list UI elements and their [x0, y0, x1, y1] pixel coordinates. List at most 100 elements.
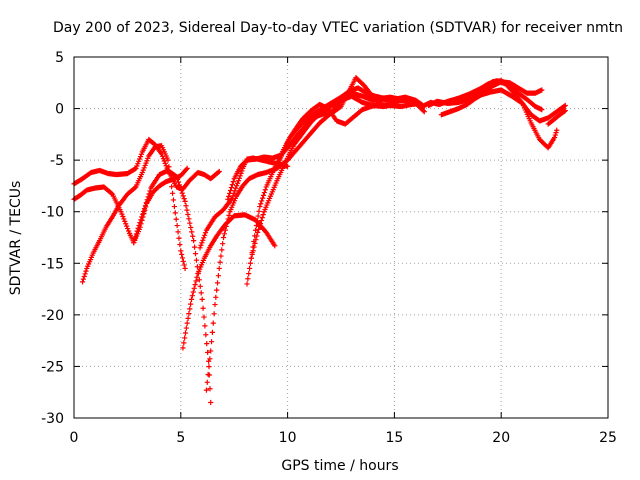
- series-track-2: [71, 165, 190, 246]
- data-point-marker: [140, 211, 146, 217]
- data-point-marker: [184, 165, 190, 171]
- data-point-marker: [165, 157, 171, 163]
- data-point-marker: [230, 179, 236, 185]
- plot-frame: [73, 56, 609, 419]
- data-point-marker: [201, 314, 207, 320]
- data-point-marker: [200, 305, 206, 311]
- data-point-marker: [185, 315, 191, 321]
- y-tick-label: 5: [55, 50, 64, 66]
- data-point-marker: [202, 230, 209, 236]
- data-point-marker: [199, 296, 205, 302]
- data-point-marker: [173, 174, 180, 180]
- data-point-marker: [552, 132, 558, 138]
- data-point-marker: [166, 164, 172, 170]
- data-point-marker: [171, 203, 177, 210]
- data-point-marker: [147, 188, 153, 194]
- data-point-marker: [201, 235, 207, 241]
- data-point-marker: [259, 215, 265, 221]
- data-point-marker: [198, 242, 204, 248]
- data-point-marker: [226, 212, 232, 218]
- data-point-marker: [184, 320, 190, 326]
- data-point-marker: [237, 173, 243, 179]
- data-point-marker: [197, 245, 203, 251]
- data-point-marker: [175, 179, 182, 185]
- data-point-marker: [211, 311, 217, 317]
- data-point-marker: [258, 201, 264, 207]
- y-tick-label: -30: [41, 411, 64, 427]
- data-point-marker: [255, 213, 261, 219]
- data-point-marker: [194, 274, 200, 280]
- data-point-marker: [136, 222, 142, 229]
- data-point-marker: [226, 193, 232, 199]
- data-point-marker: [142, 203, 149, 209]
- data-point-marker: [118, 209, 124, 215]
- data-point-marker: [225, 216, 231, 222]
- data-point-marker: [254, 233, 260, 239]
- data-point-marker: [553, 130, 559, 136]
- x-tick-label: 25: [599, 430, 617, 446]
- data-point-marker: [174, 222, 180, 229]
- data-point-marker: [251, 244, 257, 250]
- data-point-marker: [204, 340, 210, 347]
- data-point-marker: [132, 185, 138, 191]
- data-point-marker: [210, 320, 216, 326]
- data-point-marker: [180, 345, 186, 351]
- data-point-marker: [253, 237, 259, 243]
- data-point-marker: [168, 177, 174, 183]
- data-point-marker: [219, 247, 225, 253]
- data-point-marker: [235, 178, 242, 184]
- data-point-marker: [561, 103, 567, 109]
- data-point-marker: [176, 235, 182, 241]
- data-point-marker: [173, 216, 179, 222]
- data-point-marker: [222, 227, 228, 233]
- data-point-marker: [215, 169, 221, 175]
- series-track-3: [79, 143, 188, 285]
- data-point-marker: [248, 255, 254, 261]
- data-point-marker: [186, 216, 192, 222]
- data-point-marker: [208, 348, 214, 354]
- series-track-12: [425, 87, 568, 124]
- data-point-marker: [209, 329, 216, 335]
- data-point-marker: [181, 196, 187, 202]
- data-point-marker: [138, 151, 145, 157]
- data-point-marker: [120, 213, 126, 220]
- data-point-marker: [140, 208, 147, 215]
- data-point-marker: [214, 280, 221, 286]
- data-point-marker: [562, 102, 568, 109]
- data-point-marker: [187, 306, 193, 312]
- data-point-marker: [182, 330, 189, 336]
- x-axis-label: GPS time / hours: [281, 458, 398, 474]
- data-point-marker: [178, 187, 184, 193]
- data-point-marker: [172, 173, 179, 179]
- data-point-marker: [214, 287, 220, 293]
- data-point-marker: [144, 158, 150, 164]
- data-point-marker: [208, 399, 214, 406]
- data-point-marker: [191, 244, 198, 250]
- data-point-marker: [562, 108, 568, 114]
- data-point-marker: [259, 198, 265, 204]
- data-point-marker: [233, 185, 239, 191]
- data-point-marker: [200, 237, 206, 243]
- data-point-marker: [144, 197, 150, 203]
- data-point-marker: [539, 87, 545, 93]
- data-point-marker: [134, 163, 140, 169]
- data-point-marker: [82, 271, 88, 277]
- data-point-marker: [172, 210, 178, 216]
- data-point-marker: [132, 237, 138, 243]
- data-point-marker: [137, 220, 143, 226]
- data-point-marker: [138, 217, 144, 223]
- data-point-marker: [207, 386, 213, 392]
- data-point-marker: [122, 218, 128, 224]
- data-point-marker: [217, 259, 223, 265]
- data-point-marker: [190, 233, 196, 239]
- x-tick-label: 20: [492, 430, 510, 446]
- data-point-marker: [261, 189, 268, 196]
- x-tick-label: 10: [279, 430, 297, 446]
- data-point-marker: [135, 225, 141, 231]
- data-point-marker: [178, 248, 184, 254]
- data-point-marker: [272, 243, 278, 249]
- data-point-marker: [239, 168, 245, 174]
- data-point-marker: [247, 260, 254, 266]
- data-point-marker: [134, 228, 140, 234]
- data-point-marker: [176, 182, 182, 188]
